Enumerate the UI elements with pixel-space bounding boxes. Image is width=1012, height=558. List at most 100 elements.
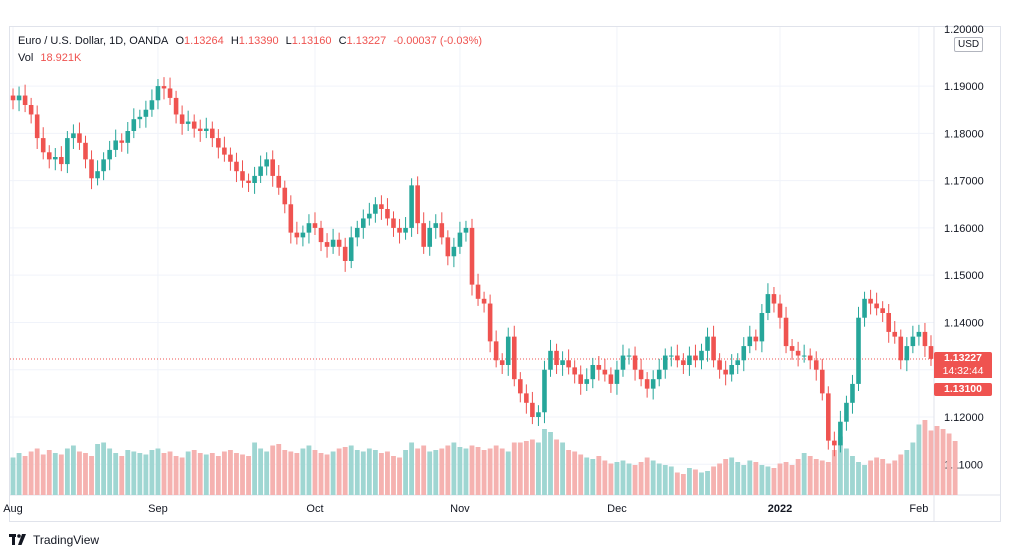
volume-bar <box>487 448 493 495</box>
candle-body <box>101 159 106 172</box>
x-tick-label: Sep <box>148 503 168 515</box>
volume-bar <box>300 448 306 495</box>
candle-body <box>439 223 445 238</box>
candle-body <box>300 232 306 238</box>
candle-body <box>807 355 813 361</box>
volume-bar <box>215 456 221 495</box>
volume-bar <box>336 448 342 495</box>
candle-body <box>330 239 336 247</box>
volume-bar <box>83 453 88 495</box>
candle-body <box>403 227 408 233</box>
volume-bar <box>886 463 892 495</box>
volume-bar <box>620 460 626 495</box>
candle-body <box>216 138 221 148</box>
candle-body <box>747 336 753 347</box>
currency-badge[interactable]: USD <box>954 37 984 52</box>
candle-body <box>572 367 577 375</box>
volume-label[interactable]: Vol <box>18 52 34 64</box>
candle-body <box>838 421 843 446</box>
volume-bar <box>252 442 258 495</box>
x-tick-label: Nov <box>450 503 470 515</box>
volume-bar <box>723 459 729 495</box>
candle-body <box>131 119 137 131</box>
low-value: 1.13160 <box>291 35 332 47</box>
open-value: 1.13264 <box>184 35 224 47</box>
volume-bar <box>203 454 209 495</box>
candle-body <box>530 402 535 417</box>
candle-body <box>16 95 22 101</box>
volume-bar <box>831 450 837 495</box>
volume-bar <box>439 448 445 495</box>
volume-bar <box>856 462 861 495</box>
candle-body <box>246 180 251 183</box>
volume-bar <box>584 457 590 495</box>
candle-body <box>868 298 873 304</box>
volume-bar <box>324 454 330 495</box>
volume-bar <box>536 442 541 495</box>
volume-bar <box>433 450 439 495</box>
candle-body <box>608 374 614 384</box>
candle-body <box>463 227 469 233</box>
volume-bar <box>197 453 203 495</box>
candle-body <box>185 121 191 124</box>
volume-bar <box>952 441 958 495</box>
volume-bar <box>318 453 324 495</box>
candle-body <box>928 346 934 359</box>
volume-bar <box>590 459 596 495</box>
candle-body <box>729 365 734 375</box>
candle-body <box>505 336 511 365</box>
volume-bar <box>185 451 191 495</box>
candle-body <box>240 171 245 181</box>
candle-body <box>391 218 396 228</box>
candle-body <box>481 298 487 304</box>
candle-body <box>675 355 680 361</box>
volume-bar <box>747 460 753 495</box>
candle-body <box>294 232 300 238</box>
candle-body <box>342 246 348 261</box>
volume-value: 18.921K <box>40 52 82 64</box>
candle-body <box>427 227 433 247</box>
volume-bar <box>608 463 614 495</box>
candle-body <box>813 360 819 370</box>
volume-bar <box>354 450 360 495</box>
volume-bar <box>209 453 215 495</box>
volume-bar <box>765 466 771 495</box>
candle-body <box>433 223 439 228</box>
open-label: O <box>175 35 185 47</box>
volume-bar <box>16 453 22 495</box>
candle-body <box>125 131 131 143</box>
volume-bar <box>451 442 457 495</box>
candle-body <box>34 114 40 139</box>
volume-bar <box>22 456 28 495</box>
volume-bar <box>137 453 143 495</box>
high-value: 1.13390 <box>238 35 279 47</box>
candle-body <box>693 355 698 361</box>
candle-body <box>270 159 276 176</box>
branding[interactable]: TradingView <box>9 530 99 550</box>
volume-bar <box>119 456 125 495</box>
candle-body <box>620 355 626 370</box>
candle-body <box>826 393 831 441</box>
volume-bar <box>517 442 523 495</box>
volume-bar <box>674 472 680 495</box>
candle-body <box>40 138 46 153</box>
x-tick-label: Dec <box>607 503 627 515</box>
candle-body <box>10 95 16 101</box>
candle-body <box>650 379 656 389</box>
volume-bar <box>789 465 795 495</box>
volume-bar <box>874 457 880 495</box>
volume-bar <box>167 451 173 495</box>
candle-body <box>415 185 420 224</box>
volume-bar <box>493 445 499 495</box>
volume-bar <box>505 451 511 495</box>
volume-bar <box>638 462 644 495</box>
chart-frame[interactable] <box>9 26 1001 522</box>
candle-body <box>373 204 378 214</box>
candle-body <box>222 147 227 155</box>
y-tick-label: 1.19000 <box>944 81 984 93</box>
candle-body <box>862 298 867 318</box>
candle-body <box>282 187 288 205</box>
symbol-title[interactable]: Euro / U.S. Dollar, 1D, OANDA <box>18 35 169 47</box>
x-tick-label: Aug <box>3 503 23 515</box>
